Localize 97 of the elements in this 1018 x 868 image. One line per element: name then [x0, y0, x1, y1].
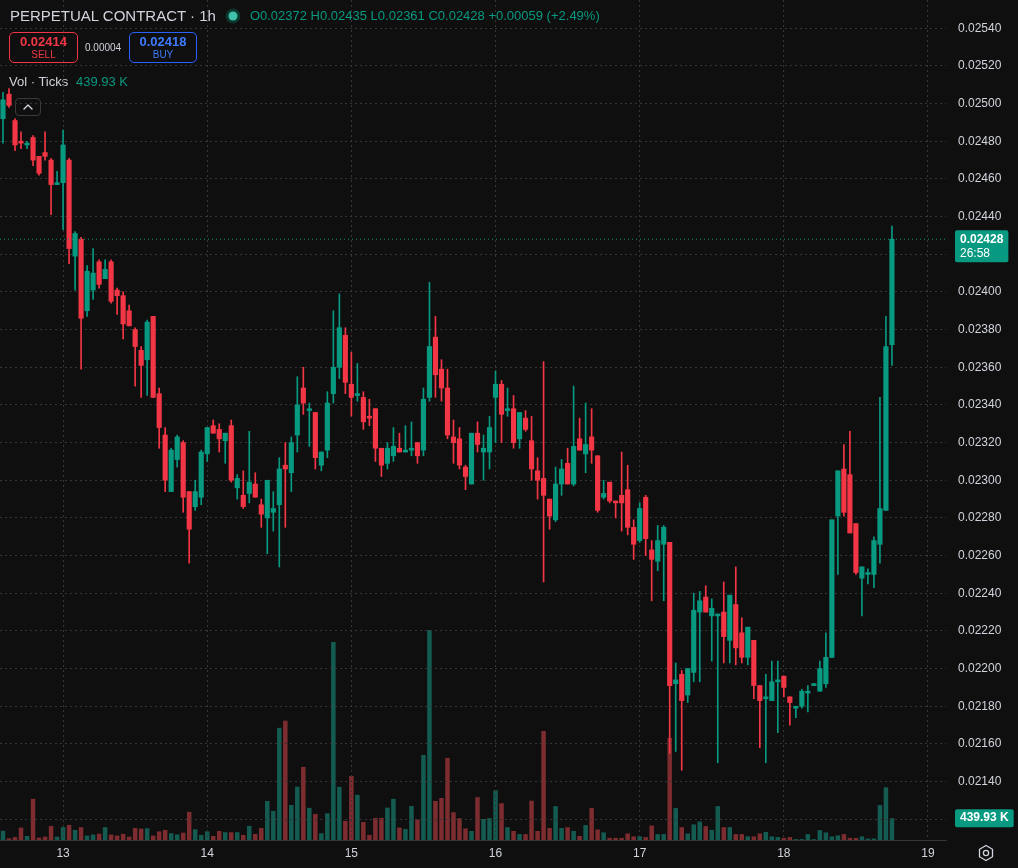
y-tick-label: 0.02400 — [958, 284, 1002, 299]
text: PERPETUAL CONTRACT · 1h — [10, 6, 216, 26]
y-tick-label: 0.02320 — [958, 434, 1002, 449]
y-tick-label: 0.02280 — [958, 510, 1002, 525]
bar — [673, 808, 678, 840]
y-tick-label: 0.02340 — [958, 397, 1002, 412]
annotation: O0.02372 H0.02435 L0.02361 C0.02428 +0.00059 (+2.49%) — [249, 7, 600, 25]
sell-button: 0.02414 SELL — [9, 32, 78, 63]
bar — [769, 836, 775, 840]
bar — [355, 794, 360, 840]
y-tick-label: 0.02360 — [958, 359, 1002, 374]
bar — [156, 831, 162, 840]
x-tick-label: 18 — [777, 845, 791, 860]
annotation: 439.93 K — [76, 74, 129, 90]
y-tick-label: 0.02180 — [958, 698, 1002, 713]
y-tick-label: 0.02480 — [958, 133, 1002, 148]
y-tick-label: 0.02220 — [958, 623, 1002, 638]
candlestick — [649, 540, 655, 602]
bar — [679, 827, 684, 840]
bar — [787, 837, 793, 840]
annotation: 0.02414 — [20, 33, 67, 49]
annotation: BUY — [152, 48, 174, 61]
bar — [823, 832, 829, 840]
bar — [475, 797, 480, 840]
bar — [283, 720, 288, 840]
text: 439.93 K — [960, 810, 1010, 825]
annotation: 0.00004 — [85, 42, 122, 54]
bar — [841, 834, 847, 840]
bar — [12, 837, 18, 840]
bar — [703, 826, 708, 840]
bar — [577, 836, 582, 840]
bar — [751, 836, 757, 840]
bar — [168, 833, 174, 840]
y-tick-label: 0.02380 — [958, 321, 1002, 336]
y-tick-label: 0.02200 — [958, 660, 1002, 675]
bar — [301, 766, 306, 840]
bar — [775, 837, 781, 840]
bar — [235, 832, 240, 840]
bar — [469, 830, 474, 840]
bar — [727, 827, 733, 840]
y-tick-label: 0.02460 — [958, 171, 1002, 186]
bar — [583, 825, 588, 840]
bar — [565, 827, 570, 840]
y-tick-label: 0.02260 — [958, 547, 1002, 562]
bar — [505, 827, 510, 840]
x-tick-label: 19 — [921, 845, 935, 860]
x-tick-label: 17 — [633, 845, 647, 860]
x-tick-label: 16 — [488, 845, 503, 860]
bar — [745, 836, 751, 840]
x-tick-label: 13 — [56, 845, 71, 860]
bar — [222, 832, 228, 840]
y-tick-label: 0.02140 — [958, 773, 1002, 788]
annotation: SELL — [31, 48, 56, 61]
bar — [859, 836, 865, 840]
buy-button: 0.02418 BUY — [129, 32, 197, 63]
x-tick-label: 14 — [200, 845, 215, 860]
x-tick-label: 15 — [344, 845, 359, 860]
bar — [757, 833, 763, 840]
y-tick-label: 0.02540 — [958, 20, 1002, 35]
y-tick-label: 0.02240 — [958, 585, 1002, 600]
bar — [241, 834, 246, 840]
bar — [571, 830, 576, 840]
bar — [499, 803, 504, 840]
bar — [511, 830, 516, 840]
bar — [817, 830, 823, 840]
candlestick — [246, 430, 252, 504]
y-tick-label: 0.02520 — [958, 58, 1002, 73]
candlestick — [787, 696, 793, 726]
bar — [637, 836, 642, 840]
bar — [835, 835, 841, 840]
bar — [517, 834, 522, 840]
bar — [102, 827, 108, 840]
y-tick-label: 0.02300 — [958, 472, 1002, 487]
bar — [739, 834, 745, 840]
bar — [307, 807, 312, 840]
candlestick — [222, 432, 228, 464]
bar — [192, 829, 198, 840]
annotation: 0.02418 — [139, 33, 187, 49]
bar — [733, 834, 739, 840]
y-tick-label: 0.02160 — [958, 736, 1002, 751]
bar — [397, 827, 402, 840]
bar — [721, 827, 727, 840]
bar — [247, 825, 252, 840]
text: 26:58 — [960, 245, 991, 260]
y-tick-label: 0.02500 — [958, 95, 1002, 110]
bar — [805, 834, 811, 840]
bar — [144, 828, 150, 840]
y-tick-label: 0.02440 — [958, 208, 1002, 223]
bar — [415, 819, 420, 840]
bar — [229, 832, 234, 840]
bar — [78, 827, 84, 840]
bar — [601, 832, 606, 840]
bar — [829, 836, 835, 840]
annotation: Vol · Ticks — [9, 74, 69, 90]
bar — [313, 813, 318, 840]
candlestick — [306, 402, 312, 447]
ref-line-label: 0.02428 — [960, 231, 1004, 246]
